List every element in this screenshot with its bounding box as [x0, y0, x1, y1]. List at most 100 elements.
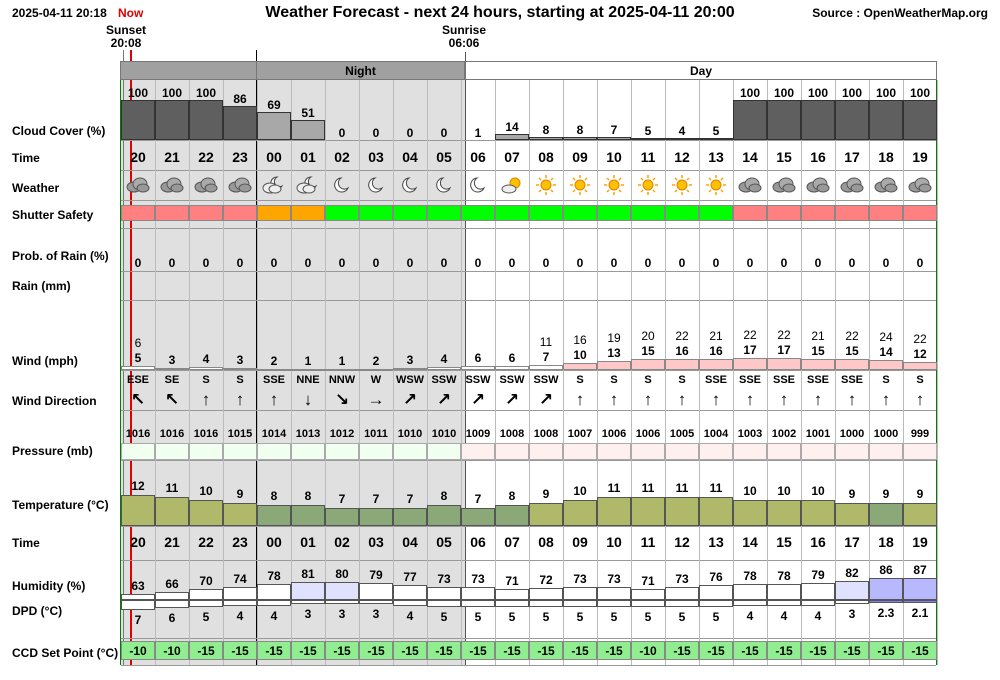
- wind-direction-label: S: [610, 374, 618, 386]
- temperature-bar: [563, 500, 597, 526]
- time-label: 14: [742, 149, 758, 165]
- wind-speed-value: 6: [474, 351, 482, 365]
- wind-arrow-icon: ↑: [575, 390, 585, 409]
- prob-rain-value: 0: [304, 256, 312, 270]
- dpd-value: 5: [576, 610, 584, 624]
- temperature-value: 8: [508, 489, 516, 503]
- cloud-bar: [869, 100, 903, 140]
- temperature-value: 7: [406, 492, 414, 506]
- shutter-cell: [291, 205, 325, 221]
- wind-bar: [665, 359, 699, 370]
- dpd-value: 5: [678, 610, 686, 624]
- prob-rain-value: 0: [406, 256, 414, 270]
- time-label-bottom: 08: [538, 534, 554, 550]
- wind-direction-label: NNE: [296, 374, 320, 386]
- ccd-value: -15: [809, 644, 827, 658]
- dpd-value: 4: [814, 609, 822, 623]
- wind-bar: [325, 369, 359, 371]
- wind-speed-value: 1: [338, 354, 346, 368]
- current-timestamp: 2025-04-11 20:18: [12, 6, 107, 20]
- dpd-bar: [631, 600, 665, 607]
- cloud-value: 100: [909, 86, 931, 100]
- temperature-bar: [597, 497, 631, 526]
- wind-speed-value: 5: [134, 351, 142, 365]
- pressure-value: 1006: [601, 428, 627, 440]
- pressure-cell: [733, 443, 767, 460]
- humidity-bar: [325, 582, 359, 600]
- humidity-value: 87: [913, 563, 927, 577]
- wind-speed-value: 4: [202, 352, 210, 366]
- humidity-bar: [359, 583, 393, 600]
- dpd-bar: [461, 600, 495, 607]
- pressure-cell: [427, 443, 461, 460]
- time-label-bottom: 12: [674, 534, 690, 550]
- time-label: 05: [436, 149, 452, 165]
- temperature-value: 9: [542, 487, 550, 501]
- time-label: 20: [130, 149, 146, 165]
- wind-direction-label: S: [916, 374, 924, 386]
- wind-speed-value: 17: [743, 343, 757, 357]
- shutter-cell: [359, 205, 393, 221]
- column-separator: [291, 80, 292, 665]
- sun-icon: [529, 173, 563, 197]
- wind-direction-label: S: [644, 374, 652, 386]
- dpd-bar: [767, 600, 801, 606]
- wind-gust-value: 22: [675, 329, 689, 343]
- time-label: 07: [504, 149, 520, 165]
- temperature-bar: [835, 503, 869, 526]
- dpd-bar: [359, 600, 393, 604]
- label-shutter-safety: Shutter Safety: [12, 208, 94, 222]
- cloud-value: 100: [807, 86, 829, 100]
- temperature-bar: [869, 503, 903, 526]
- wind-arrow-icon: ↗: [470, 390, 486, 409]
- shutter-cell: [903, 205, 937, 221]
- prob-rain-value: 0: [236, 256, 244, 270]
- cloud-icon: [121, 173, 155, 197]
- column-separator: [631, 80, 632, 665]
- prob-rain-value: 0: [542, 256, 550, 270]
- humidity-value: 73: [437, 572, 451, 586]
- cloud-bar: [903, 100, 937, 140]
- cloud-icon: [869, 173, 903, 197]
- shutter-cell: [427, 205, 461, 221]
- pressure-value: 1001: [805, 428, 831, 440]
- wind-speed-value: 16: [709, 344, 723, 358]
- humidity-value: 78: [743, 569, 757, 583]
- dpd-bar: [869, 600, 903, 603]
- time-label: 08: [538, 149, 554, 165]
- dpd-value: 4: [780, 609, 788, 623]
- cloud-value: 100: [127, 86, 149, 100]
- cloud-value: 7: [610, 123, 618, 137]
- humidity-bar: [121, 594, 155, 600]
- label-prob-rain: Prob. of Rain (%): [12, 249, 109, 263]
- temperature-value: 10: [199, 484, 213, 498]
- wind-speed-value: 1: [304, 354, 312, 368]
- prob-rain-value: 0: [440, 256, 448, 270]
- wind-speed-value: 15: [641, 344, 655, 358]
- wind-arrow-icon: ↑: [847, 390, 857, 409]
- temperature-bar: [801, 500, 835, 526]
- dpd-bar: [665, 600, 699, 607]
- humidity-value: 78: [267, 569, 281, 583]
- dpd-bar: [291, 600, 325, 604]
- pressure-value: 1015: [227, 428, 253, 440]
- time-label-bottom: 07: [504, 534, 520, 550]
- sunset-label: Sunset 20:08: [96, 24, 156, 50]
- wind-arrow-icon: ↑: [711, 390, 721, 409]
- dpd-bar: [529, 600, 563, 607]
- temperature-value: 11: [709, 481, 723, 495]
- wind-direction-label: ESE: [126, 374, 149, 386]
- ccd-cell: [563, 641, 597, 660]
- dpd-bar: [325, 600, 359, 604]
- cloud-bar: [835, 100, 869, 140]
- humidity-bar: [903, 578, 937, 600]
- time-label: 23: [232, 149, 248, 165]
- ccd-cell: [359, 641, 393, 660]
- humidity-bar: [835, 581, 869, 600]
- cloud-value: 14: [505, 120, 519, 134]
- sunset-text: Sunset: [105, 23, 146, 37]
- wind-direction-label: S: [678, 374, 686, 386]
- humidity-bar: [801, 583, 835, 600]
- night-background: [121, 80, 465, 665]
- time-label-bottom: 09: [572, 534, 588, 550]
